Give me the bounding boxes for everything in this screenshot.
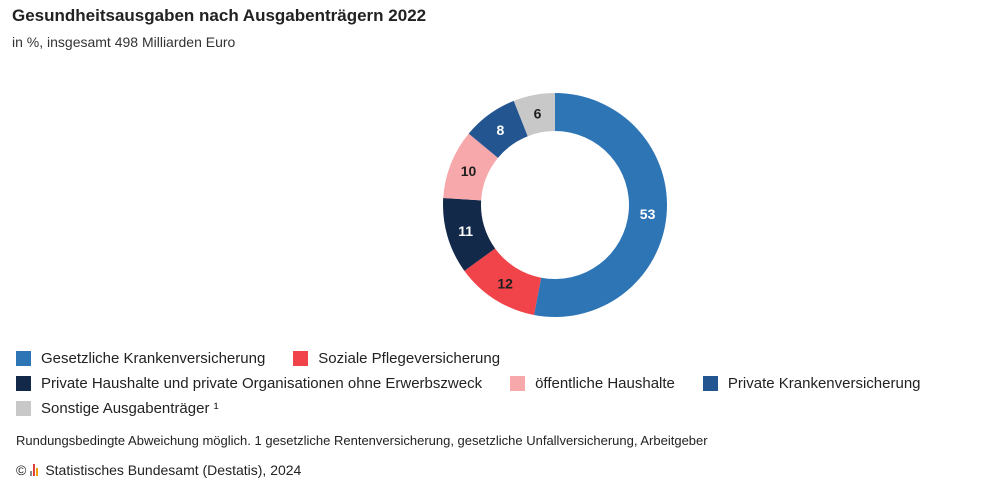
legend-item-gkv: Gesetzliche Krankenversicherung: [16, 350, 265, 367]
copyright-symbol: ©: [16, 462, 27, 478]
legend-row-3: Sonstige Ausgabenträger ¹: [16, 396, 996, 421]
legend-swatch-spv: [293, 351, 309, 366]
legend-label-oeffentliche-haushalte: öffentliche Haushalte: [535, 375, 675, 392]
legend-label-sonstige: Sonstige Ausgabenträger ¹: [41, 400, 219, 417]
donut-label-oeffentliche-haushalte: 10: [461, 163, 477, 179]
legend-label-spv: Soziale Pflegeversicherung: [318, 350, 501, 367]
legend-item-oeffentliche-haushalte: öffentliche Haushalte: [510, 375, 675, 392]
chart-legend: Gesetzliche Krankenversicherung Soziale …: [16, 346, 996, 421]
donut-chart: 53 12 11 10 8 6: [443, 93, 667, 317]
legend-item-sonstige: Sonstige Ausgabenträger ¹: [16, 400, 219, 417]
legend-swatch-gkv: [16, 351, 31, 366]
legend-swatch-sonstige: [16, 401, 31, 416]
legend-row-1: Gesetzliche Krankenversicherung Soziale …: [16, 346, 996, 371]
donut-slice-pkv: [468, 100, 528, 158]
footnote: Rundungsbedingte Abweichung möglich. 1 g…: [16, 433, 708, 448]
destatis-logo-icon: [30, 464, 39, 476]
legend-row-2: Private Haushalte und private Organisati…: [16, 371, 996, 396]
legend-item-private-haushalte: Private Haushalte und private Organisati…: [16, 375, 482, 392]
source-line: © Statistisches Bundesamt (Destatis), 20…: [16, 462, 301, 478]
donut-label-pkv: 8: [496, 122, 504, 138]
source-text: Statistisches Bundesamt (Destatis), 2024: [45, 462, 302, 478]
legend-swatch-private-haushalte: [16, 376, 31, 391]
donut-slice-oeffentliche-haushalte: [443, 133, 498, 201]
legend-item-spv: Soziale Pflegeversicherung: [293, 350, 500, 367]
donut-slice-sonstige: [513, 93, 555, 137]
legend-label-gkv: Gesetzliche Krankenversicherung: [41, 350, 266, 367]
legend-swatch-pkv: [702, 376, 718, 391]
legend-label-private-haushalte: Private Haushalte und private Organisati…: [41, 375, 483, 392]
donut-slice-private-haushalte: [443, 197, 496, 271]
donut-label-sonstige: 6: [534, 106, 542, 122]
donut-label-private-haushalte: 11: [458, 223, 473, 239]
chart-subtitle: in %, insgesamt 498 Milliarden Euro: [12, 34, 236, 50]
legend-label-pkv: Private Krankenversicherung: [727, 375, 921, 392]
donut-label-gkv: 53: [640, 206, 656, 222]
legend-swatch-oeffentliche-haushalte: [510, 376, 526, 391]
legend-item-pkv: Private Krankenversicherung: [702, 375, 921, 392]
donut-slice-gkv: [534, 93, 667, 317]
chart-title: Gesundheitsausgaben nach Ausgabenträgern…: [12, 6, 427, 25]
donut-label-spv: 12: [497, 276, 513, 292]
donut-slice-spv: [464, 248, 542, 316]
